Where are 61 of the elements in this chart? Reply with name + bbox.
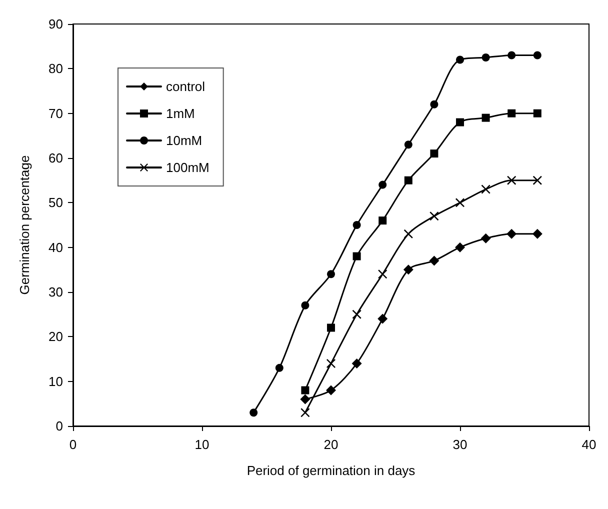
point (300, 394, 310, 404)
point (507, 176, 516, 185)
point (532, 228, 542, 239)
point (456, 198, 464, 208)
point (482, 114, 490, 122)
point (430, 150, 438, 158)
point (352, 252, 361, 260)
point (403, 264, 414, 275)
point (301, 301, 310, 310)
point (352, 310, 362, 319)
point (508, 109, 516, 118)
point (378, 270, 388, 279)
legend-label: control (166, 79, 206, 94)
point (533, 109, 542, 118)
x-tick-label: 0 (69, 437, 77, 452)
point (250, 408, 258, 417)
y-tick-label: 70 (48, 106, 63, 121)
point (532, 176, 542, 185)
y-tick-label: 10 (48, 374, 63, 389)
y-axis-title: Germination percentage (17, 155, 32, 295)
y-tick-label: 90 (48, 16, 63, 32)
y-tick-label: 80 (48, 61, 63, 76)
point (301, 386, 310, 394)
point (404, 140, 412, 149)
point (482, 54, 490, 62)
point (506, 228, 517, 239)
y-tick-label: 50 (48, 195, 63, 210)
legend-label: 10mM (166, 133, 202, 148)
x-tick-label: 30 (452, 437, 468, 452)
point (430, 100, 438, 108)
y-tick-label: 20 (48, 329, 63, 344)
y-tick-label: 30 (48, 284, 63, 300)
point (326, 385, 336, 396)
y-tick-label: 40 (48, 240, 63, 255)
point (456, 118, 464, 126)
point (429, 256, 440, 266)
point (352, 221, 361, 229)
point (378, 180, 387, 189)
point (327, 324, 335, 332)
x-tick-label: 10 (194, 437, 210, 452)
point (456, 56, 464, 64)
point (378, 314, 388, 324)
point (508, 51, 516, 60)
point (352, 358, 362, 368)
legend-label: 1mM (166, 106, 195, 121)
point (327, 270, 335, 278)
point (455, 242, 465, 252)
point (275, 364, 284, 372)
point (480, 233, 491, 244)
point (430, 212, 439, 221)
x-axis-title: Period of germination in days (246, 463, 416, 478)
x-tick-label: 40 (582, 437, 596, 452)
legend-label: 100mM (166, 160, 210, 175)
point (404, 229, 413, 238)
y-tick-label: 0 (56, 418, 63, 434)
x-tick-label: 20 (324, 437, 338, 452)
point (300, 408, 310, 418)
point (533, 51, 542, 60)
y-tick-label: 60 (48, 150, 63, 166)
point (404, 176, 412, 184)
point (378, 216, 387, 225)
